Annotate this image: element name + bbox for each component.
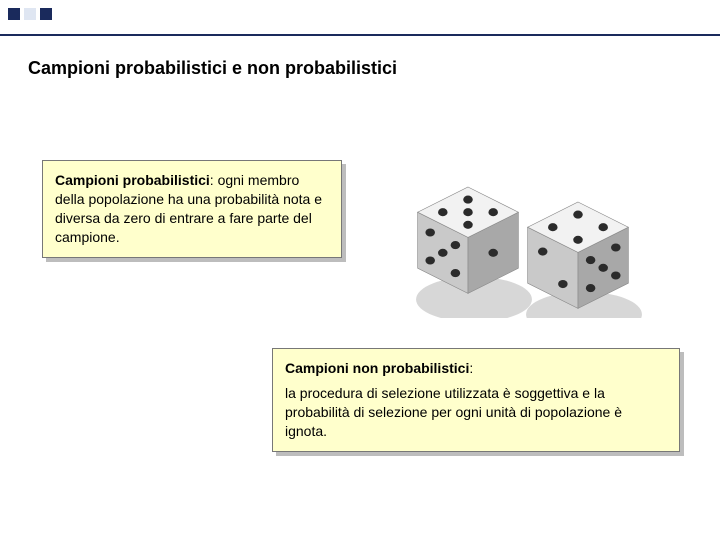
deco-square bbox=[40, 8, 52, 20]
callout-lead: Campioni non probabilistici bbox=[285, 360, 469, 376]
dice-illustration bbox=[398, 148, 674, 318]
callout-non-probabilistic: Campioni non probabilistici: la procedur… bbox=[272, 348, 680, 452]
header-rule bbox=[0, 34, 720, 36]
slide-title: Campioni probabilistici e non probabilis… bbox=[28, 58, 397, 79]
deco-square bbox=[8, 8, 20, 20]
callout-probabilistic: Campioni probabilistici: ogni membro del… bbox=[42, 160, 342, 258]
corner-decoration bbox=[8, 8, 52, 20]
callout-text: la procedura di selezione utilizzata è s… bbox=[285, 384, 667, 441]
callout-lead: Campioni probabilistici bbox=[55, 172, 210, 188]
dice-svg bbox=[398, 148, 674, 318]
deco-square bbox=[24, 8, 36, 20]
callout-lead-tail: : bbox=[469, 360, 473, 376]
